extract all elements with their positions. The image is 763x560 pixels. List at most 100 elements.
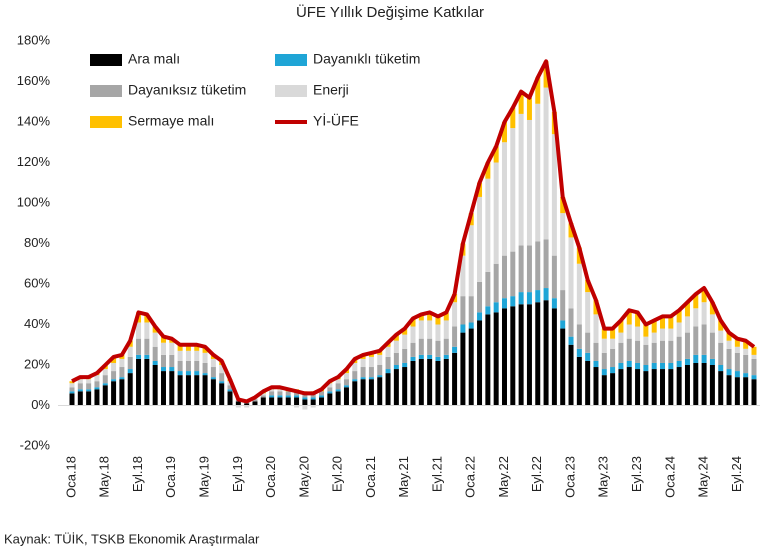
bar-segment — [77, 383, 83, 390]
x-tick-label: Oca.23 — [562, 456, 577, 498]
bar-segment — [560, 196, 566, 214]
bar-segment — [718, 371, 724, 406]
y-tick-label: 180% — [17, 32, 51, 47]
bar-segment — [219, 383, 225, 406]
bar-segment — [119, 367, 125, 378]
bar-segment — [743, 373, 749, 378]
y-tick-label: 20% — [24, 356, 50, 371]
bar-segment — [526, 304, 532, 406]
bar-segment — [543, 300, 549, 406]
bar-segment — [177, 371, 183, 376]
bar-segment — [535, 290, 541, 303]
bar-segment — [718, 342, 724, 365]
bar-segment — [635, 312, 641, 327]
bar-segment — [452, 346, 458, 353]
bar-segment — [360, 379, 366, 406]
bar-segment — [676, 322, 682, 337]
bar-segment — [643, 344, 649, 365]
bar-segment — [501, 298, 507, 309]
bar-segment — [360, 358, 366, 368]
legend-swatch — [275, 54, 307, 66]
bar-segment — [593, 367, 599, 406]
legend-label: Yİ-ÜFE — [313, 112, 359, 129]
bar-segment — [551, 298, 557, 309]
bar-segment — [111, 381, 117, 406]
bar-segment — [626, 367, 632, 406]
bar-segment — [518, 245, 524, 293]
legend-label: Dayanıklı tüketim — [313, 51, 420, 67]
bar-segment — [626, 310, 632, 325]
x-tick-label: Eyl.19 — [230, 456, 245, 492]
bar-segment — [260, 397, 266, 406]
x-tick-label: May.24 — [696, 456, 711, 498]
bar-segment — [77, 379, 83, 384]
bar-segment — [751, 346, 757, 355]
bar-segment — [111, 379, 117, 382]
bar-segment — [477, 281, 483, 313]
bar-segment — [302, 399, 308, 406]
bar-segment — [294, 397, 300, 406]
bar-segment — [709, 302, 715, 315]
bar-segment — [202, 373, 208, 376]
bar-segment — [676, 310, 682, 323]
bar-segment — [477, 320, 483, 406]
bar-segment — [501, 308, 507, 406]
x-tick-label: May.18 — [97, 456, 112, 498]
bar-segment — [585, 352, 591, 361]
bar-segment — [501, 142, 507, 256]
bar-segment — [410, 342, 416, 357]
bar-segment — [352, 371, 358, 380]
bar-segment — [734, 352, 740, 372]
bar-segment — [493, 162, 499, 264]
bar-segment — [368, 379, 374, 406]
bar-segment — [269, 391, 275, 396]
bar-segment — [576, 324, 582, 349]
bar-segment — [152, 365, 158, 406]
bar-segment — [560, 320, 566, 329]
bar-segment — [668, 328, 674, 341]
source-note: Kaynak: TÜİK, TSKB Ekonomik Araştırmalar — [4, 531, 260, 546]
bar-segment — [385, 369, 391, 374]
bar-segment — [535, 241, 541, 291]
bar-segment — [593, 314, 599, 343]
bar-segment — [510, 251, 516, 297]
bar-segment — [210, 358, 216, 368]
bar-segment — [77, 389, 83, 392]
bar-segment — [160, 336, 166, 343]
bar-segment — [618, 369, 624, 406]
bar-segment — [244, 405, 250, 408]
bar-segment — [701, 302, 707, 325]
bar-segment — [443, 312, 449, 321]
bar-segment — [285, 391, 291, 396]
bar-segment — [327, 393, 333, 406]
bar-segment — [169, 342, 175, 355]
bar-segment — [343, 379, 349, 386]
bar-segment — [651, 320, 657, 333]
bar-segment — [335, 383, 341, 390]
bar-segment — [718, 330, 724, 343]
y-tick-label: 160% — [17, 73, 51, 88]
bar-segment — [227, 391, 233, 406]
bar-segment — [709, 332, 715, 359]
bar-segment — [227, 385, 233, 390]
bar-segment — [585, 360, 591, 406]
bar-segment — [676, 367, 682, 406]
bar-segment — [410, 356, 416, 361]
bar-segment — [460, 332, 466, 406]
bar-segment — [219, 365, 225, 374]
bar-segment — [94, 387, 100, 390]
legend-swatch — [90, 116, 122, 128]
y-tick-label: -20% — [20, 437, 51, 452]
bar-segment — [160, 367, 166, 372]
bar-segment — [86, 379, 92, 384]
x-tick-label: May.19 — [197, 456, 212, 498]
bar-segment — [144, 322, 150, 339]
bar-segment — [660, 369, 666, 406]
bar-segment — [94, 381, 100, 388]
bar-segment — [626, 338, 632, 361]
bar-segment — [169, 354, 175, 368]
bar-segment — [568, 237, 574, 309]
bar-segment — [102, 369, 108, 376]
bar-segment — [185, 350, 191, 361]
bar-segment — [410, 360, 416, 406]
